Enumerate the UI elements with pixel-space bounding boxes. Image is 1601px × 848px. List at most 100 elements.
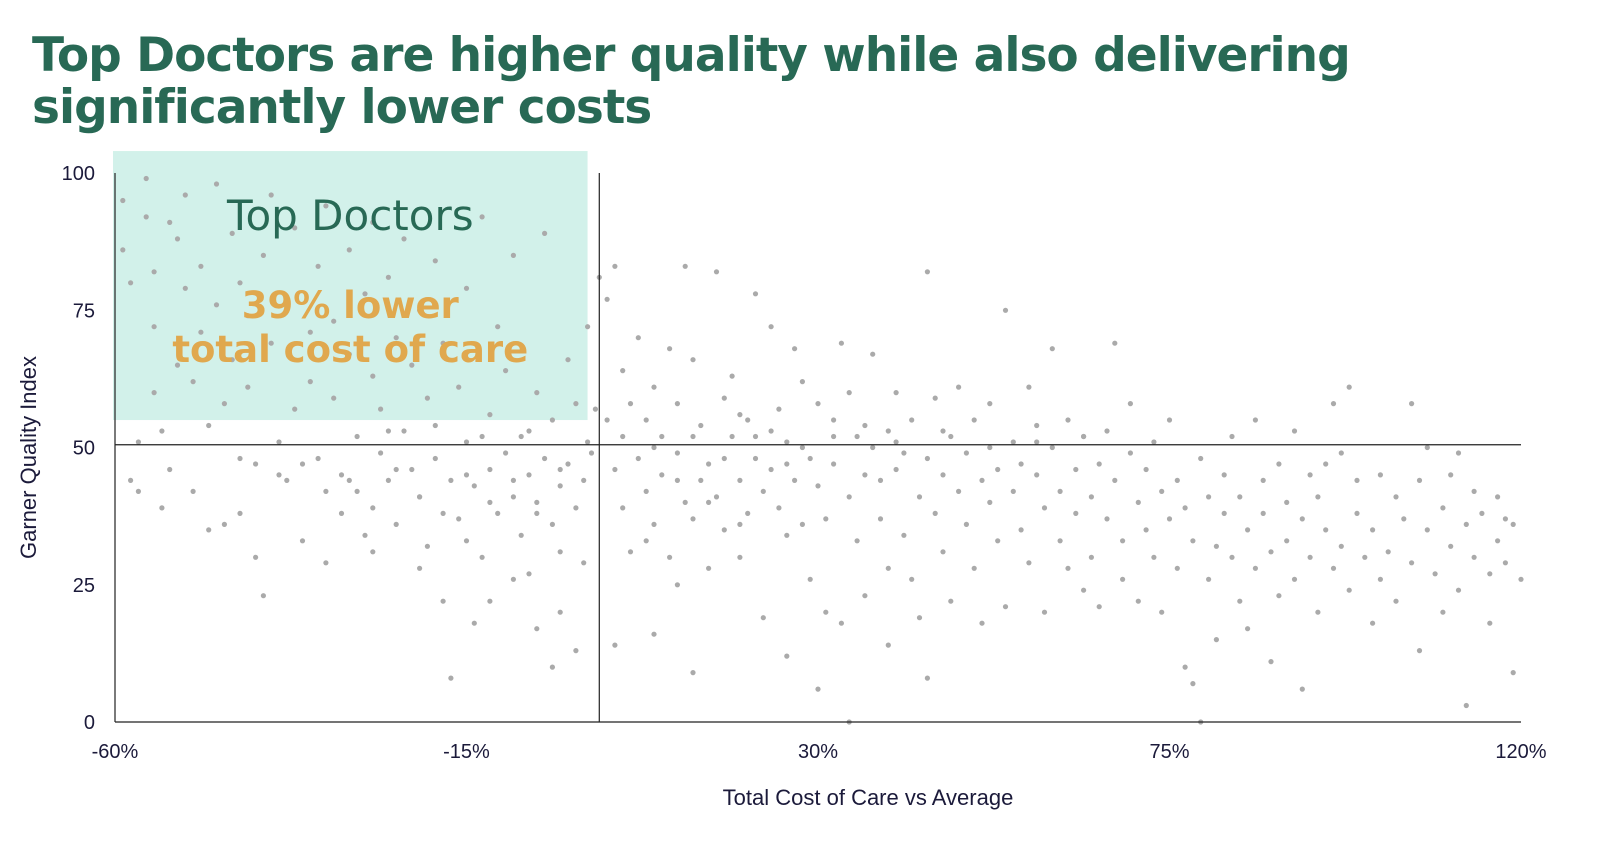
data-point	[463, 538, 470, 544]
data-point	[151, 390, 157, 396]
data-point	[885, 428, 891, 434]
data-point	[612, 263, 618, 269]
data-point	[1213, 543, 1219, 549]
data-point	[1081, 433, 1087, 440]
data-point	[1190, 538, 1196, 544]
data-point	[1330, 401, 1337, 407]
data-point	[542, 230, 548, 236]
data-point	[940, 549, 946, 555]
data-point	[979, 477, 985, 483]
data-point	[737, 554, 743, 560]
data-point	[338, 510, 345, 516]
region-title: Top Doctors	[226, 191, 474, 240]
data-point	[698, 422, 704, 429]
data-point	[815, 483, 821, 489]
data-point	[120, 197, 126, 204]
data-point	[963, 450, 970, 456]
data-point	[799, 444, 806, 451]
data-point	[354, 433, 360, 440]
data-point	[1151, 439, 1157, 445]
data-point	[167, 219, 173, 225]
data-point	[987, 401, 993, 407]
data-point	[346, 247, 352, 253]
data-point	[667, 346, 673, 352]
highlight-region	[113, 151, 588, 421]
data-point	[870, 444, 876, 451]
data-point	[862, 593, 868, 599]
data-point	[1088, 494, 1094, 500]
data-point	[299, 538, 306, 544]
data-point	[792, 477, 798, 483]
data-point	[1120, 538, 1126, 544]
data-point	[1112, 340, 1118, 346]
data-point	[1495, 494, 1501, 500]
x-tick-label: -60%	[92, 741, 139, 763]
data-point	[549, 521, 556, 528]
data-point	[752, 433, 759, 440]
data-point	[776, 505, 782, 511]
data-point	[752, 455, 759, 462]
data-point	[276, 439, 282, 445]
data-point	[1377, 472, 1383, 478]
data-point	[292, 406, 298, 412]
data-point	[213, 181, 220, 187]
data-point	[1487, 571, 1493, 577]
data-point	[479, 214, 485, 220]
data-point	[307, 379, 313, 385]
data-point	[682, 263, 688, 269]
data-point	[565, 357, 571, 363]
data-point	[870, 351, 876, 357]
data-point	[784, 653, 790, 659]
data-point	[1370, 620, 1376, 626]
data-point	[854, 433, 860, 440]
data-point	[448, 477, 454, 483]
data-point	[526, 571, 532, 577]
data-point	[503, 368, 509, 374]
data-point	[128, 477, 134, 483]
data-point	[237, 510, 243, 516]
data-point	[1010, 488, 1016, 494]
data-point	[417, 494, 423, 500]
data-point	[776, 406, 782, 412]
data-point	[1518, 576, 1524, 582]
data-point	[1198, 455, 1204, 462]
data-point	[995, 466, 1001, 473]
data-point	[370, 505, 376, 511]
data-point	[815, 686, 821, 692]
data-point	[1252, 565, 1258, 571]
data-point	[706, 565, 712, 571]
data-point	[1354, 477, 1360, 483]
data-point	[737, 521, 743, 528]
data-point	[1354, 510, 1360, 516]
data-point	[592, 406, 599, 412]
data-point	[1260, 477, 1266, 483]
data-point	[588, 450, 595, 456]
data-point	[948, 433, 954, 440]
data-point	[221, 401, 227, 407]
data-point	[362, 532, 368, 538]
data-point	[1284, 499, 1290, 505]
data-point	[612, 466, 618, 473]
data-point	[1010, 439, 1016, 445]
data-point	[331, 395, 337, 401]
data-point	[1041, 505, 1048, 511]
data-point	[432, 422, 438, 429]
data-point	[471, 620, 477, 626]
x-axis-title: Total Cost of Care vs Average	[723, 785, 1014, 810]
data-point	[1002, 604, 1009, 610]
data-point	[401, 428, 407, 434]
data-point	[1174, 477, 1180, 483]
data-point	[1463, 521, 1469, 528]
data-point	[862, 422, 868, 429]
data-point	[706, 461, 712, 467]
data-point	[487, 466, 493, 473]
page-title: Top Doctors are higher quality while als…	[32, 28, 1351, 135]
data-point	[823, 516, 829, 522]
data-point	[784, 461, 790, 467]
data-point	[721, 455, 727, 462]
data-point	[674, 582, 681, 588]
region-note-line-2: total cost of care	[172, 328, 528, 371]
data-point	[237, 280, 243, 286]
data-point	[1034, 422, 1040, 429]
